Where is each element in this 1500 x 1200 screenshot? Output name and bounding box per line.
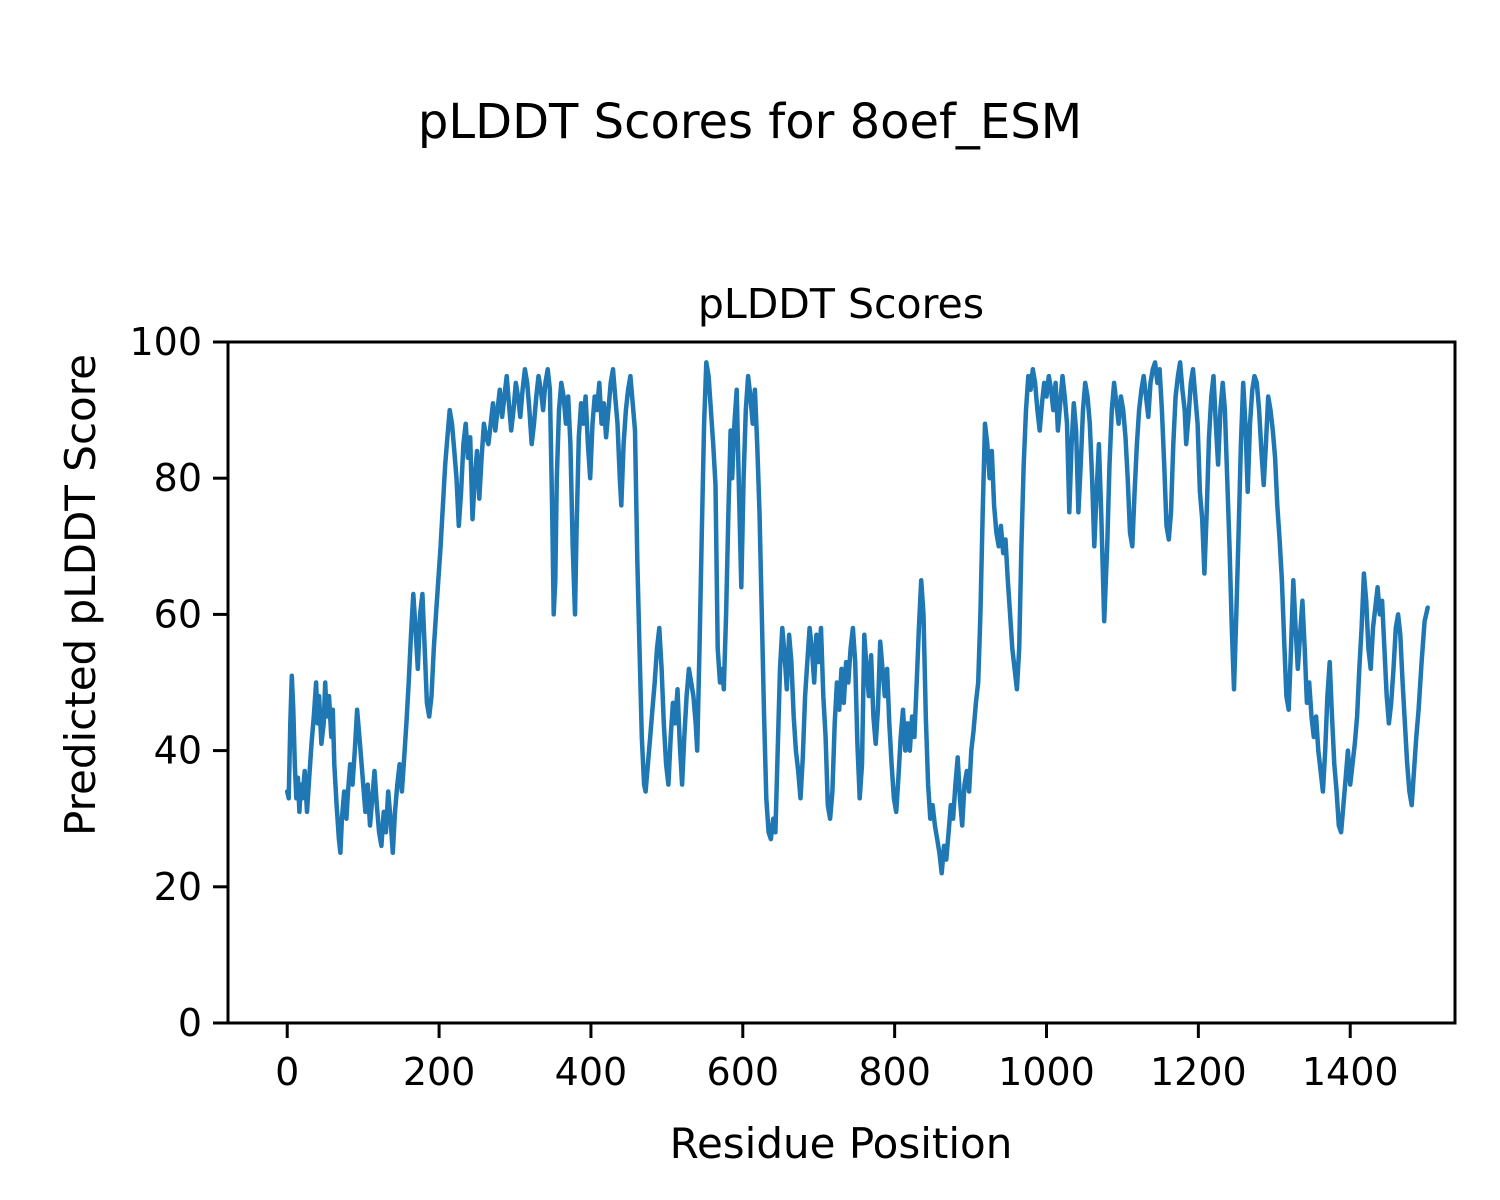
- x-axis-label: Residue Position: [670, 1119, 1013, 1168]
- figure-title: pLDDT Scores for 8oef_ESM: [418, 94, 1082, 150]
- y-tick-label: 100: [129, 320, 202, 364]
- axes-title: pLDDT Scores: [698, 280, 984, 328]
- x-axis-ticks: 0 200 400 600 800 1000 1200 1400: [275, 1023, 1399, 1094]
- y-axis-ticks: 0 20 40 60 80 100: [129, 320, 228, 1045]
- x-tick-label: 400: [555, 1050, 628, 1094]
- x-tick-label: 200: [403, 1050, 476, 1094]
- x-tick-label: 1400: [1302, 1050, 1399, 1094]
- y-tick-label: 20: [154, 865, 202, 909]
- x-tick-label: 1200: [1150, 1050, 1247, 1094]
- y-axis-label: Predicted pLDDT Score: [56, 354, 105, 836]
- y-tick-label: 0: [178, 1001, 202, 1045]
- axes-border: [226, 340, 1457, 1025]
- x-tick-label: 600: [707, 1050, 780, 1094]
- y-tick-label: 60: [154, 592, 202, 636]
- y-tick-label: 40: [154, 729, 202, 773]
- y-tick-label: 80: [154, 456, 202, 500]
- plddt-line: [284, 360, 1430, 876]
- x-tick-label: 0: [275, 1050, 299, 1094]
- x-tick-label: 800: [858, 1050, 931, 1094]
- x-tick-label: 1000: [998, 1050, 1095, 1094]
